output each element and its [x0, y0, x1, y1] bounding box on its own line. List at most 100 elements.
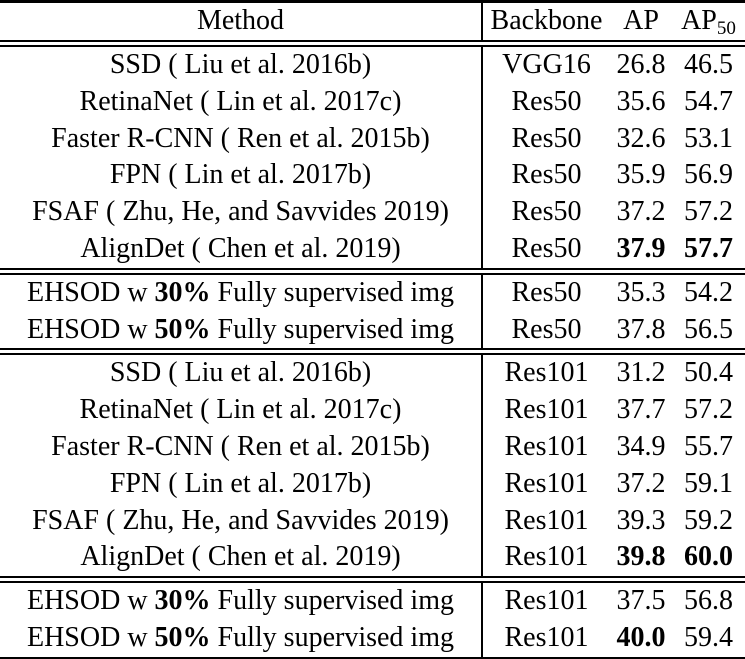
ap-cell: 39.8 [616, 541, 666, 573]
method-text: FPN ( Lin et al. 2017b) [109, 159, 372, 191]
table-row: SSD ( Liu et al. 2016b) VGG16 26.8 46.5 [0, 43, 745, 84]
ap50-cell: 53.1 [684, 122, 733, 154]
method-text-suffix: Fully supervised img [210, 276, 454, 308]
method-text: Faster R-CNN ( Ren et al. 2015b) [51, 430, 430, 462]
header-row: Method Backbone AP AP50 [0, 1, 745, 47]
method-cell: RetinaNet ( Lin et al. 2017c) [0, 83, 483, 121]
method-cell: EHSOD w 30% Fully supervised img [0, 576, 483, 620]
backbone-cell: Res101 [504, 394, 589, 426]
backbone-cell: Res50 [511, 196, 582, 228]
method-text: SSD ( Liu et al. 2016b) [109, 357, 372, 389]
method-text: FSAF ( Zhu, He, and Savvides 2019) [32, 196, 449, 228]
table-row: Faster R-CNN ( Ren et al. 2015b) Res101 … [0, 428, 745, 466]
ap-cell: 37.7 [616, 394, 666, 426]
backbone-cell: Res50 [482, 267, 610, 312]
method-text: Faster R-CNN ( Ren et al. 2015b) [51, 122, 430, 154]
ap-cell: 35.6 [616, 85, 666, 117]
backbone-cell: Res50 [511, 159, 582, 191]
col-header-ap: AP [610, 1, 672, 47]
table-row: FPN ( Lin et al. 2017b) Res101 37.2 59.1 [0, 465, 745, 503]
ap-cell: 37.2 [616, 196, 666, 228]
method-text: FSAF ( Zhu, He, and Savvides 2019) [32, 504, 449, 536]
method-cell: SSD ( Liu et al. 2016b) [0, 43, 483, 84]
ap50-cell: 56.8 [672, 576, 745, 620]
method-bold-text: 30% [154, 276, 211, 308]
method-cell: Faster R-CNN ( Ren et al. 2015b) [0, 428, 483, 466]
method-text-suffix: Fully supervised img [210, 585, 454, 617]
method-cell: EHSOD w 50% Fully supervised img [0, 311, 483, 352]
ap50-cell: 55.7 [684, 430, 733, 462]
ap-cell: 31.2 [610, 348, 672, 393]
method-bold-text: 50% [154, 621, 211, 653]
method-text: EHSOD w [26, 621, 155, 653]
table-row: SSD ( Liu et al. 2016b) Res101 31.2 50.4 [0, 348, 745, 393]
backbone-cell: Res50 [511, 232, 582, 264]
ap50-base-label: AP [681, 5, 717, 37]
table-row: EHSOD w 30% Fully supervised img Res101 … [0, 576, 745, 620]
ap-cell: 37.9 [616, 232, 666, 264]
table-row: FSAF ( Zhu, He, and Savvides 2019) Res50… [0, 194, 745, 231]
ap-cell: 26.8 [616, 49, 666, 80]
backbone-cell: Res50 [511, 85, 582, 117]
ap-cell: 35.3 [610, 267, 672, 312]
method-cell: AlignDet ( Chen et al. 2019) [0, 230, 483, 272]
table-row: EHSOD w 30% Fully supervised img Res50 3… [0, 267, 745, 312]
table-row: AlignDet ( Chen et al. 2019) Res50 37.9 … [0, 230, 745, 272]
method-text-suffix: Fully supervised img [210, 621, 454, 653]
ap-cell: 35.9 [616, 159, 666, 191]
ap-cell: 32.6 [616, 122, 666, 154]
table-row: FPN ( Lin et al. 2017b) Res50 35.9 56.9 [0, 157, 745, 195]
col-header-method: Method [0, 1, 483, 47]
method-text: SSD ( Liu et al. 2016b) [109, 49, 372, 80]
method-cell: FSAF ( Zhu, He, and Savvides 2019) [0, 502, 483, 540]
method-bold-text: 50% [154, 313, 211, 345]
method-text: AlignDet ( Chen et al. 2019) [80, 232, 401, 264]
method-text: EHSOD w [26, 585, 155, 617]
method-bold-text: 30% [154, 585, 211, 617]
backbone-cell: Res101 [482, 348, 610, 393]
ap-cell: 37.2 [616, 467, 666, 499]
method-cell: FPN ( Lin et al. 2017b) [0, 157, 483, 195]
ap50-cell: 57.2 [684, 394, 733, 426]
method-cell: SSD ( Liu et al. 2016b) [0, 348, 483, 393]
table-row: EHSOD w 50% Fully supervised img Res101 … [0, 619, 745, 659]
table-row: RetinaNet ( Lin et al. 2017c) Res101 37.… [0, 392, 745, 429]
backbone-cell: Res101 [504, 467, 589, 499]
ap-cell: 37.5 [610, 576, 672, 620]
ap50-cell: 59.4 [684, 621, 733, 653]
table-row: FSAF ( Zhu, He, and Savvides 2019) Res10… [0, 502, 745, 540]
table-row: AlignDet ( Chen et al. 2019) Res101 39.8… [0, 539, 745, 580]
ap50-cell: 54.2 [672, 267, 745, 312]
backbone-cell: Res101 [504, 621, 589, 653]
table-row: Faster R-CNN ( Ren et al. 2015b) Res50 3… [0, 120, 745, 158]
ap50-cell: 59.2 [684, 504, 733, 536]
method-cell: FPN ( Lin et al. 2017b) [0, 465, 483, 503]
method-cell: AlignDet ( Chen et al. 2019) [0, 539, 483, 580]
backbone-cell: Res50 [511, 122, 582, 154]
method-text: EHSOD w [26, 276, 155, 308]
backbone-cell: Res101 [482, 576, 610, 620]
backbone-cell: Res50 [511, 313, 582, 345]
ap50-cell: 50.4 [672, 348, 745, 393]
ap50-cell: 59.1 [684, 467, 733, 499]
ap-cell: 40.0 [616, 621, 666, 653]
method-cell: FSAF ( Zhu, He, and Savvides 2019) [0, 194, 483, 231]
method-text: FPN ( Lin et al. 2017b) [109, 467, 372, 499]
ap50-cell: 56.9 [684, 159, 733, 191]
ap50-cell: 60.0 [684, 541, 733, 573]
method-text: EHSOD w [26, 313, 155, 345]
method-cell: Faster R-CNN ( Ren et al. 2015b) [0, 120, 483, 158]
ap50-cell: 57.2 [684, 196, 733, 228]
method-text: AlignDet ( Chen et al. 2019) [80, 541, 401, 573]
method-text: RetinaNet ( Lin et al. 2017c) [79, 85, 402, 117]
ap-cell: 39.3 [616, 504, 666, 536]
method-text-suffix: Fully supervised img [210, 313, 454, 345]
col-header-backbone: Backbone [482, 1, 610, 47]
backbone-cell: Res101 [504, 504, 589, 536]
backbone-cell: VGG16 [502, 49, 591, 80]
method-cell: RetinaNet ( Lin et al. 2017c) [0, 392, 483, 429]
ap-cell: 37.8 [616, 313, 666, 345]
backbone-cell: Res101 [504, 430, 589, 462]
